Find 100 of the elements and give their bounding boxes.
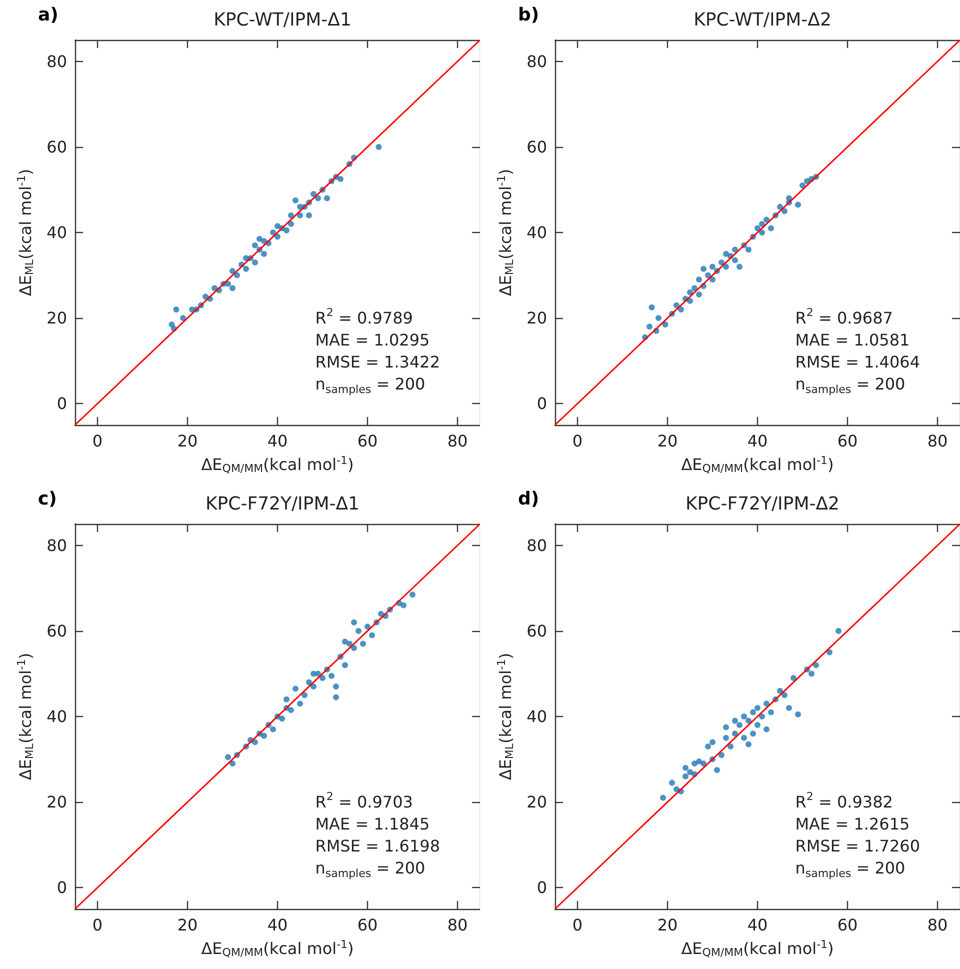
point bbox=[692, 760, 698, 767]
point bbox=[173, 306, 180, 312]
point bbox=[705, 272, 711, 278]
point bbox=[310, 191, 316, 197]
point bbox=[660, 794, 666, 801]
point bbox=[696, 758, 702, 764]
point bbox=[180, 315, 186, 322]
point bbox=[333, 684, 339, 690]
y-tick-label: 0 bbox=[536, 394, 547, 414]
point bbox=[678, 306, 684, 312]
point bbox=[297, 204, 303, 210]
point bbox=[212, 285, 218, 292]
point bbox=[225, 280, 231, 287]
x-tick-label: 20 bbox=[657, 432, 678, 450]
point bbox=[320, 675, 326, 681]
x-tick-label: 0 bbox=[92, 432, 103, 450]
point bbox=[746, 741, 752, 748]
point bbox=[710, 276, 716, 283]
annotation: RMSE = 1.3422 bbox=[315, 352, 440, 372]
point bbox=[400, 602, 406, 608]
point bbox=[759, 714, 765, 720]
x-tick-label: 0 bbox=[572, 432, 583, 450]
point bbox=[687, 769, 693, 776]
point bbox=[410, 592, 416, 598]
x-tick-label: 20 bbox=[177, 432, 198, 450]
y-tick-label: 60 bbox=[526, 137, 547, 156]
point bbox=[234, 272, 240, 278]
point bbox=[306, 212, 312, 218]
point bbox=[261, 250, 267, 257]
point bbox=[786, 704, 792, 711]
y-axis-title: ΔEML(kcal mol-1) bbox=[15, 168, 36, 296]
point bbox=[732, 257, 738, 264]
point bbox=[754, 225, 760, 232]
x-tick-label: 60 bbox=[837, 916, 858, 934]
y-tick-label: 60 bbox=[526, 621, 547, 640]
point bbox=[795, 202, 801, 208]
point bbox=[288, 212, 294, 218]
x-tick-label: 40 bbox=[747, 432, 768, 450]
point bbox=[746, 718, 752, 724]
point bbox=[795, 711, 801, 718]
annotation: RMSE = 1.6198 bbox=[315, 836, 440, 856]
y-tick-label: 20 bbox=[526, 308, 547, 328]
point bbox=[252, 739, 258, 746]
point bbox=[274, 234, 280, 240]
point bbox=[764, 726, 770, 732]
point bbox=[243, 266, 249, 272]
y-tick-label: 80 bbox=[46, 52, 67, 71]
point bbox=[284, 696, 290, 702]
chart-title: KPC-WT/IPM-Δ1 bbox=[214, 10, 352, 30]
point bbox=[279, 716, 285, 722]
point bbox=[669, 780, 675, 786]
point bbox=[230, 760, 236, 767]
point bbox=[696, 276, 702, 283]
y-tick-label: 60 bbox=[46, 621, 67, 640]
point bbox=[782, 208, 788, 214]
y-tick-label: 40 bbox=[46, 223, 67, 242]
point bbox=[648, 304, 655, 310]
chart-title: KPC-WT/IPM-Δ2 bbox=[694, 10, 832, 30]
point bbox=[746, 246, 752, 253]
point bbox=[732, 718, 738, 724]
text: a) bbox=[38, 4, 58, 26]
point bbox=[288, 220, 294, 227]
point bbox=[754, 722, 760, 728]
point bbox=[710, 264, 716, 270]
x-tick-label: 40 bbox=[267, 916, 288, 934]
point bbox=[687, 289, 693, 296]
x-tick-label: 80 bbox=[447, 916, 468, 934]
point bbox=[826, 649, 832, 656]
point bbox=[728, 743, 734, 750]
y-tick-label: 20 bbox=[46, 792, 67, 812]
point bbox=[270, 726, 276, 732]
point bbox=[338, 176, 344, 182]
point bbox=[768, 709, 774, 716]
x-tick-label: 60 bbox=[357, 432, 378, 450]
point bbox=[656, 315, 662, 322]
point bbox=[302, 692, 308, 698]
point bbox=[759, 230, 765, 236]
point bbox=[813, 662, 819, 668]
point bbox=[297, 212, 303, 218]
x-tick-label: 80 bbox=[927, 916, 948, 934]
point bbox=[342, 662, 348, 668]
y-tick-label: 0 bbox=[56, 878, 67, 898]
point bbox=[754, 704, 760, 711]
point bbox=[225, 754, 231, 760]
point bbox=[292, 197, 298, 204]
point bbox=[777, 204, 783, 210]
x-tick-label: 80 bbox=[447, 432, 468, 450]
point bbox=[782, 692, 788, 698]
point bbox=[736, 264, 742, 270]
point bbox=[356, 628, 362, 634]
point bbox=[768, 225, 774, 232]
point bbox=[808, 670, 814, 677]
y-axis-title: ΔEML(kcal mol-1) bbox=[495, 168, 516, 296]
point bbox=[252, 242, 258, 248]
x-tick-label: 40 bbox=[747, 916, 768, 934]
point bbox=[310, 684, 316, 690]
point bbox=[777, 688, 783, 694]
point bbox=[705, 743, 711, 750]
point bbox=[328, 672, 334, 679]
point bbox=[324, 195, 330, 202]
